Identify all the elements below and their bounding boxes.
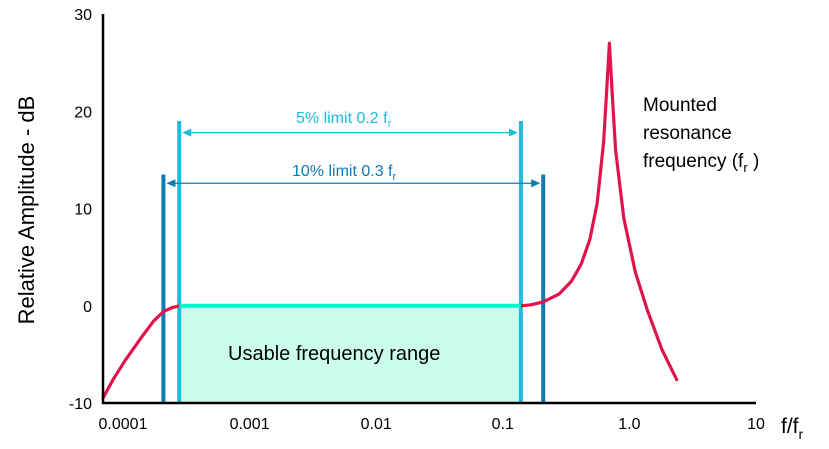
limit-10-arrow-right-head bbox=[531, 179, 541, 188]
resonance-label-line-2: resonance bbox=[643, 123, 732, 144]
resonance-label-line-1: Mounted bbox=[643, 95, 717, 116]
limit-10-label-sub: r bbox=[392, 171, 396, 183]
usable-range-label: Usable frequency range bbox=[228, 343, 440, 365]
x-tick-label: 0.01 bbox=[361, 416, 392, 433]
limit-10-label-main: 10% limit 0.3 f bbox=[292, 163, 393, 180]
y-tick-label: -10 bbox=[69, 396, 92, 413]
limit-5-label-main: 5% limit 0.2 f bbox=[296, 110, 388, 127]
x-tick-label: 0.0001 bbox=[99, 416, 148, 433]
resonance-label-tail: ) bbox=[748, 151, 760, 172]
y-tick-label: 0 bbox=[83, 299, 92, 316]
y-tick-label: 20 bbox=[74, 104, 92, 121]
resonance-label-main: frequency (f bbox=[643, 151, 744, 172]
y-tick-labels: -10 0 10 20 30 bbox=[69, 7, 92, 413]
x-tick-label: 10 bbox=[747, 416, 765, 433]
limit-5-label: 5% limit 0.2 fr bbox=[296, 110, 392, 130]
x-axis-title: f/fr bbox=[781, 415, 804, 442]
limit-10-label: 10% limit 0.3 fr bbox=[292, 163, 396, 183]
limit-5-arrow-left-head bbox=[182, 128, 192, 137]
limit-lines bbox=[161, 120, 546, 403]
resonance-label-sub: r bbox=[743, 160, 748, 175]
x-axis-title-main: f/f bbox=[781, 415, 799, 438]
y-tick-label: 10 bbox=[74, 202, 92, 219]
x-tick-label: 0.1 bbox=[492, 416, 514, 433]
x-axis-title-sub: r bbox=[799, 426, 804, 442]
y-axis-title: Relative Amplitude - dB bbox=[14, 96, 39, 325]
x-tick-label: 0.001 bbox=[230, 416, 270, 433]
limit-arrows bbox=[166, 128, 541, 188]
usable-range-fill bbox=[179, 305, 521, 403]
limit-5-label-sub: r bbox=[388, 118, 392, 130]
y-tick-label: 30 bbox=[74, 7, 92, 24]
limit-5-arrow-right-head bbox=[508, 128, 518, 137]
response-curve bbox=[101, 41, 679, 400]
limit-10-arrow-left-head bbox=[166, 179, 176, 188]
resonance-label-line-3: frequency (fr ) bbox=[643, 151, 759, 175]
x-tick-label: 1.0 bbox=[618, 416, 640, 433]
x-tick-labels: 0.0001 0.001 0.01 0.1 1.0 10 bbox=[99, 416, 765, 433]
